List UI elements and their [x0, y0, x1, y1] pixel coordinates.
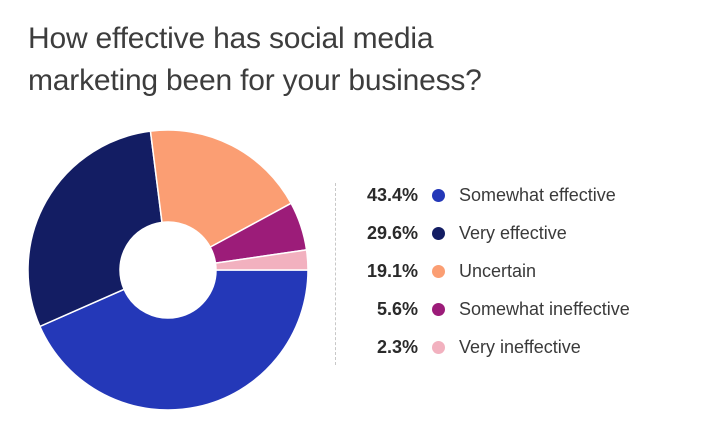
legend-value: 19.1% [366, 260, 418, 281]
legend-label: Very effective [459, 222, 567, 243]
legend-divider [335, 183, 336, 365]
donut-slice-uncertain [149, 129, 293, 249]
legend-label: Somewhat ineffective [459, 298, 630, 319]
legend-swatch [432, 188, 445, 202]
legend-value: 2.3% [376, 336, 418, 357]
legend-swatch [432, 264, 445, 278]
legend-swatch [432, 340, 445, 354]
legend-swatch [432, 226, 445, 240]
donut-slice-very-effective [27, 130, 163, 328]
legend-label: Uncertain [459, 260, 537, 281]
donut-slice-somewhat-effective [38, 269, 309, 411]
legend-label: Somewhat effective [459, 184, 616, 205]
legend-value: 5.6% [376, 298, 418, 319]
donut-chart [27, 129, 309, 411]
legend-item: 43.4% Somewhat effective [350, 176, 630, 214]
chart-title-line-2: marketing been for your business? [28, 64, 482, 97]
legend-value: 29.6% [366, 222, 418, 243]
legend-swatch [432, 302, 445, 316]
legend-label: Very ineffective [459, 336, 581, 357]
legend-item: 2.3% Very ineffective [350, 328, 630, 366]
chart-title: How effective has social media marketing… [28, 18, 668, 102]
chart-title-line-1: How effective has social media [28, 22, 434, 55]
legend-item: 19.1% Uncertain [350, 252, 630, 290]
legend-value: 43.4% [366, 184, 418, 205]
legend-item: 5.6% Somewhat ineffective [350, 290, 630, 328]
donut-slice-very-ineffective [214, 248, 309, 271]
chart-legend: 43.4% Somewhat effective 29.6% Very effecti… [350, 176, 630, 366]
legend-item: 29.6% Very effective [350, 214, 630, 252]
